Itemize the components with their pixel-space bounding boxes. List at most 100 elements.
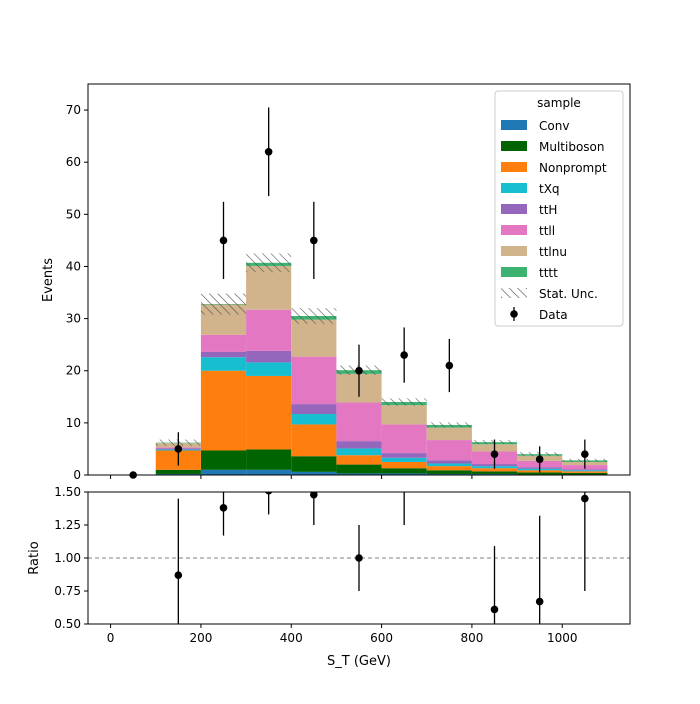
data-point-7 (445, 361, 454, 370)
y-tick-label-0: 0 (73, 468, 81, 482)
x-tick-label-600: 600 (370, 631, 393, 645)
legend-swatch-tth (501, 204, 527, 214)
legend-swatch-ttlnu (501, 246, 527, 256)
x-tick-label-0: 0 (107, 631, 115, 645)
bar-tth-6 (381, 453, 427, 458)
bar-conv-7 (426, 473, 472, 475)
bar-nonprompt-8 (471, 468, 518, 472)
bar-multiboson-8 (471, 471, 518, 474)
bar-nonprompt-7 (426, 466, 472, 471)
legend-label-txq: tXq (539, 182, 560, 196)
ratio-point-3 (310, 492, 318, 499)
data-point-3 (264, 147, 273, 156)
bar-conv-4 (291, 471, 337, 475)
bar-conv-2 (200, 469, 247, 475)
y-tick-label-70: 70 (66, 103, 81, 117)
stat-unc-band-4 (291, 308, 337, 324)
stat-unc-band-3 (246, 253, 292, 273)
bar-multiboson-3 (246, 449, 292, 470)
ratio-y-axis-label: Ratio (27, 541, 42, 574)
x-tick-label-200: 200 (189, 631, 212, 645)
bar-tth-2 (200, 351, 247, 358)
ratio-point-2 (265, 492, 273, 495)
bar-multiboson-10 (562, 472, 608, 475)
bar-conv-5 (336, 473, 382, 475)
ratio-point-4 (355, 554, 363, 562)
legend-label-tth: ttH (539, 203, 557, 217)
ratio-point-8 (581, 494, 589, 503)
ratio-points (174, 475, 589, 624)
data-point-5 (355, 366, 363, 375)
legend-swatch-nonprompt (501, 162, 527, 172)
legend-swatch-conv (501, 120, 527, 130)
bar-ttll-6 (381, 424, 427, 454)
bar-txq-7 (426, 463, 472, 467)
ratio-y-tick-label-1.25: 1.25 (54, 518, 81, 532)
bar-conv-8 (471, 473, 518, 475)
bar-conv-6 (381, 473, 427, 475)
bar-conv-3 (246, 469, 292, 475)
y-tick-label-40: 40 (66, 259, 81, 273)
x-tick-label-800: 800 (460, 631, 483, 645)
x-tick-label-400: 400 (280, 631, 303, 645)
bar-multiboson-7 (426, 470, 472, 474)
stat-unc-band-6 (381, 398, 427, 406)
bar-multiboson-6 (381, 468, 427, 474)
data-point-1 (174, 445, 183, 453)
stat-unc-band-7 (426, 422, 472, 428)
data-point-9 (535, 455, 544, 464)
main-x-ticks (110, 475, 563, 479)
bar-txq-4 (291, 414, 337, 425)
bar-multiboson-1 (155, 469, 201, 474)
main-y-axis-label: Events (41, 258, 56, 302)
legend-label-ttll: ttll (539, 224, 555, 238)
ratio-y-tick-label-0.75: 0.75 (54, 584, 81, 598)
data-point-2 (219, 236, 228, 245)
ratio-point-0 (174, 571, 183, 579)
y-tick-label-10: 10 (66, 416, 81, 430)
bar-txq-5 (336, 448, 382, 456)
bar-tth-10 (562, 469, 608, 471)
bar-txq-2 (200, 357, 247, 371)
ratio-y-axis: 0.50 0.75 1.00 1.25 1.50 (54, 485, 88, 631)
bar-ttlnu-6 (381, 405, 427, 425)
bar-ttll-3 (246, 309, 292, 351)
legend-label-multiboson: Multiboson (539, 140, 605, 154)
bar-nonprompt-10 (562, 471, 608, 473)
legend-data-marker (510, 310, 518, 318)
bar-ttll-5 (336, 402, 382, 442)
x-axis-label: S_T (GeV) (327, 654, 391, 669)
bar-tth-7 (426, 460, 472, 464)
main-y-axis: 0 10 20 30 40 50 60 70 (66, 103, 88, 482)
y-tick-label-30: 30 (66, 312, 81, 326)
ratio-point-1 (219, 504, 228, 512)
legend-label-conv: Conv (539, 119, 569, 133)
ratio-point-5 (400, 475, 408, 483)
ratio-y-tick-label-0.50: 0.50 (54, 617, 81, 631)
data-point-4 (310, 236, 318, 245)
legend-label-data: Data (539, 308, 568, 322)
data-point-6 (400, 351, 408, 359)
main-plot-frame (87, 83, 631, 476)
bar-multiboson-4 (291, 456, 337, 472)
bar-nonprompt-6 (381, 461, 427, 469)
legend-swatch-stat-unc (501, 288, 527, 298)
bar-ttlnu-7 (426, 427, 472, 441)
bar-ttlnu-4 (291, 319, 337, 357)
x-tick-label-1000: 1000 (547, 631, 578, 645)
legend: sample Conv Multiboson Nonprompt tXq ttH ttll t… (494, 90, 624, 327)
bar-multiboson-9 (517, 472, 563, 475)
ratio-point-7 (535, 597, 544, 606)
legend-swatch-multiboson (501, 141, 527, 151)
legend-title: sample (537, 96, 581, 110)
legend-swatch-txq (501, 183, 527, 193)
data-point-10 (581, 450, 589, 458)
bar-txq-6 (381, 457, 427, 462)
bar-nonprompt-3 (246, 375, 292, 450)
stat-unc-band-2 (200, 293, 247, 315)
bar-tth-4 (291, 404, 337, 415)
bar-multiboson-2 (200, 450, 247, 470)
ratio-x-axis: 0 200 400 600 800 1000 (107, 624, 578, 645)
legend-label-tttt: tttt (539, 266, 558, 280)
